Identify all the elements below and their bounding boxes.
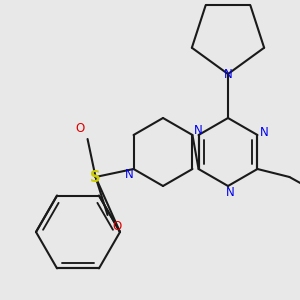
Text: N: N — [194, 124, 203, 136]
Text: N: N — [224, 68, 232, 82]
Text: O: O — [75, 122, 84, 134]
Text: N: N — [226, 187, 234, 200]
Text: N: N — [125, 169, 134, 182]
Text: O: O — [112, 220, 121, 232]
Text: S: S — [90, 169, 101, 184]
Text: N: N — [260, 127, 269, 140]
